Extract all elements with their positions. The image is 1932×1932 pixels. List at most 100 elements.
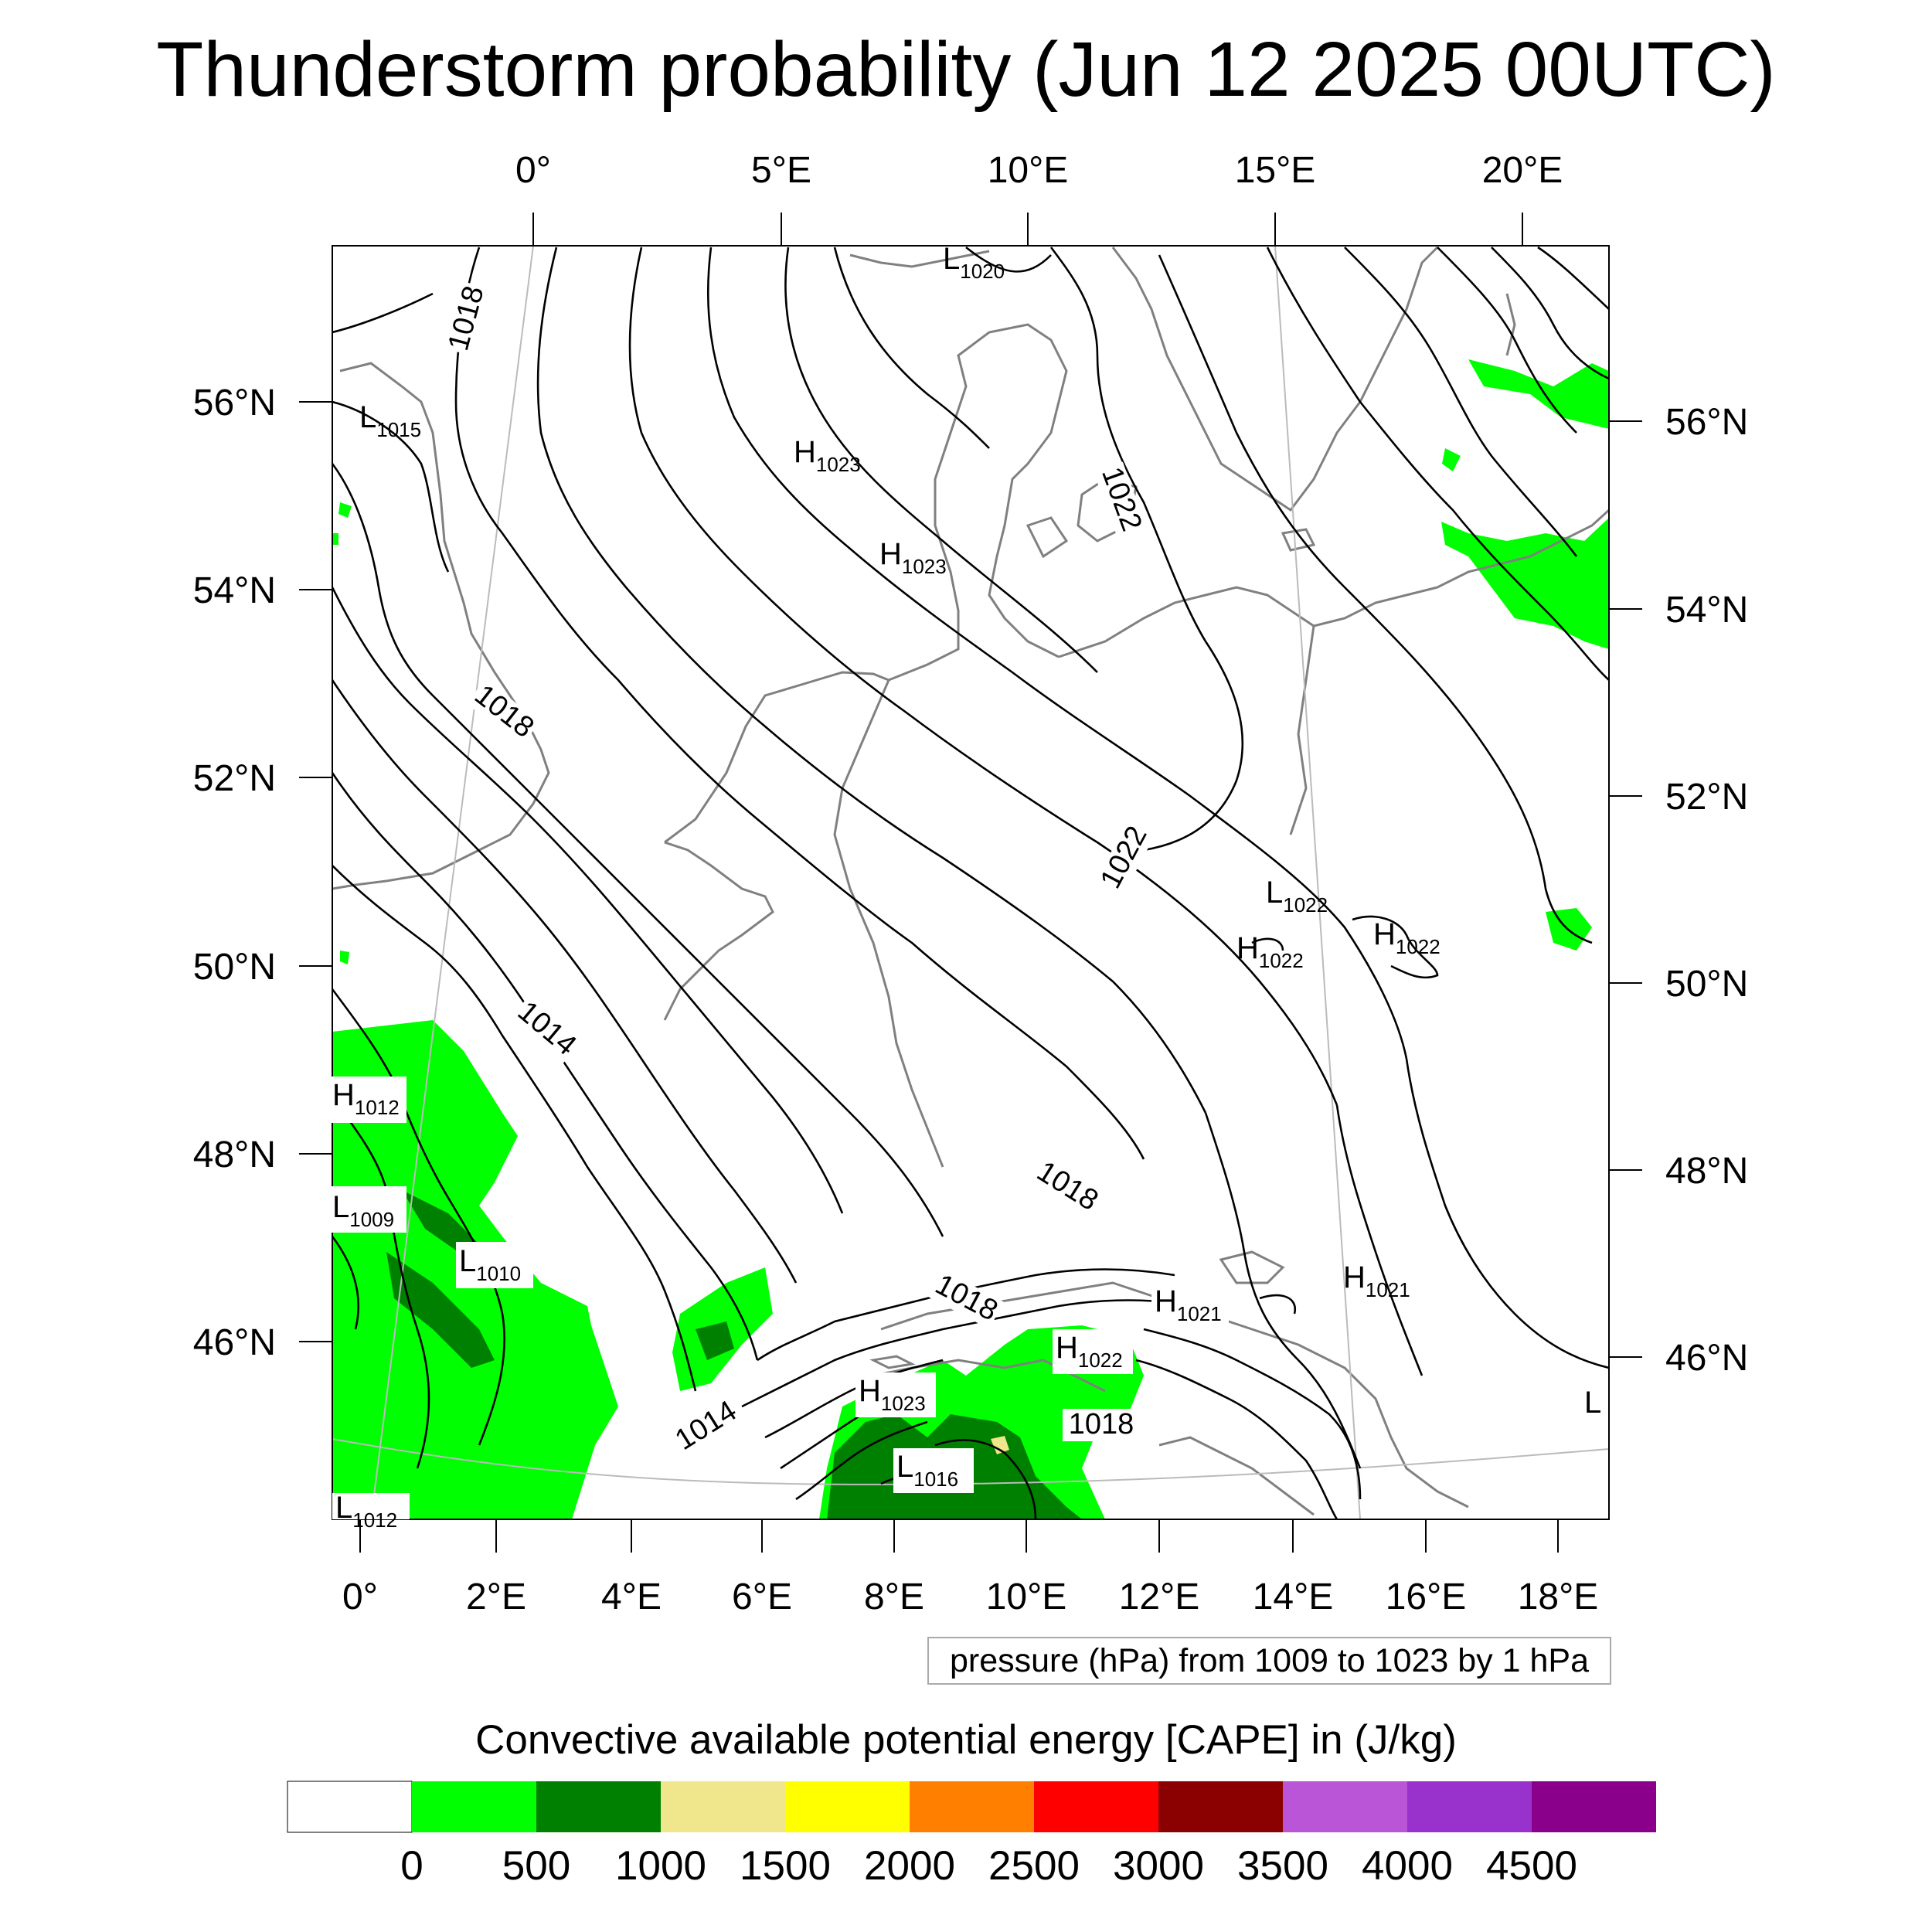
- center-type: H: [332, 1078, 355, 1112]
- isobar-alps-8: [934, 1439, 1037, 1519]
- isobar-25: [1204, 1112, 1362, 1469]
- right-lat-label: 50°N: [1665, 964, 1748, 1005]
- bottom-lon-label: 14°E: [1253, 1577, 1334, 1617]
- isobar-alps-2: [741, 1299, 1199, 1408]
- center-type: L: [1584, 1386, 1601, 1420]
- left-lat-label: 56°N: [193, 383, 276, 423]
- svg-text:L1010: L1010: [459, 1244, 521, 1285]
- svg-text:L1015: L1015: [359, 400, 421, 441]
- legend-title: Convective available potential energy [C…: [475, 1717, 1457, 1763]
- isobar-1: [332, 292, 434, 334]
- pressure-center-l-1020: L1020: [943, 242, 1005, 283]
- colorbar-label: 0: [400, 1843, 423, 1889]
- left-lat-label: 50°N: [193, 947, 276, 988]
- svg-text:H1021: H1021: [1155, 1284, 1222, 1325]
- left-lat-label: 48°N: [193, 1134, 276, 1175]
- center-value: 1021: [1366, 1278, 1410, 1301]
- pressure-center-h-1023: H1023: [794, 435, 861, 476]
- coast-gotland: [1505, 293, 1516, 356]
- center-value: 1022: [1283, 893, 1328, 917]
- center-type: H: [1155, 1284, 1177, 1318]
- isobar-12: [1266, 247, 1609, 681]
- center-value: 1010: [476, 1262, 521, 1285]
- svg-text:L1022: L1022: [1266, 876, 1328, 917]
- isobar-alps-3: [764, 1359, 944, 1439]
- isobar-closed-1: [1251, 937, 1284, 951]
- isobar-5: [628, 247, 1338, 1106]
- svg-text:H1023: H1023: [794, 435, 861, 476]
- center-value: 1021: [1177, 1302, 1222, 1325]
- isobar-23: [332, 1097, 430, 1469]
- pressure-center-h-1022-b: H1022: [1373, 917, 1440, 958]
- colorbar-swatch: [910, 1781, 1034, 1832]
- top-lon-label: 10°E: [988, 150, 1069, 191]
- left-lat-label: 52°N: [193, 758, 276, 799]
- colorbar-swatch: [1407, 1781, 1532, 1832]
- cape-area-small-1: [338, 502, 352, 518]
- colorbar-label: 1500: [740, 1843, 831, 1889]
- center-value: 1009: [349, 1208, 394, 1231]
- colorbar-swatch: [1158, 1781, 1283, 1832]
- right-lat-label: 46°N: [1665, 1338, 1748, 1379]
- pressure-center-l-1015: L1015: [359, 400, 421, 441]
- svg-text:H1012: H1012: [332, 1078, 400, 1119]
- bottom-lon-labels: 0° 2°E 4°E 6°E 8°E 10°E 12°E 14°E 16°E 1…: [342, 1577, 1598, 1617]
- svg-text:H1023: H1023: [859, 1374, 926, 1415]
- colorbar-swatch: [1532, 1781, 1656, 1832]
- isobar-8: [833, 247, 990, 449]
- center-type: L: [359, 400, 376, 434]
- isobar-9: [965, 246, 1052, 273]
- svg-text:H1023: H1023: [879, 537, 947, 578]
- svg-text:L1020: L1020: [943, 242, 1005, 283]
- bottom-lon-label: 10°E: [986, 1577, 1067, 1617]
- left-lat-label: 54°N: [193, 570, 276, 611]
- pressure-center-l-edge: L: [1584, 1386, 1601, 1420]
- center-type: H: [1056, 1331, 1078, 1365]
- border-germany-poland: [1289, 625, 1315, 835]
- isobar-alps-7: [1135, 1359, 1338, 1519]
- lake-geneva: [869, 1355, 916, 1369]
- isobar-11: [1158, 254, 1593, 944]
- isobar-3: [454, 247, 1145, 1160]
- colorbar-label: 500: [502, 1843, 570, 1889]
- center-value: 1012: [352, 1509, 397, 1532]
- isobar-13: [1344, 247, 1578, 557]
- center-type: L: [943, 242, 960, 276]
- meridian-15e: [1274, 246, 1361, 1519]
- cape-area-baltic-1: [1468, 359, 1609, 429]
- map-title: Thunderstorm probability (Jun 12 2025 00…: [156, 26, 1776, 113]
- right-lat-labels: 56°N 54°N 52°N 50°N 48°N 46°N: [1665, 402, 1748, 1379]
- contour-info-box: pressure (hPa) from 1009 to 1023 by 1 hP…: [927, 1637, 1611, 1685]
- pressure-center-l-1009: L1009: [329, 1186, 406, 1233]
- coast-lake-1: [1219, 1250, 1285, 1284]
- center-value: 1023: [902, 555, 947, 578]
- colorbar-swatch: [287, 1781, 413, 1833]
- bottom-lon-label: 18°E: [1518, 1577, 1599, 1617]
- colorbar-swatch: [412, 1781, 536, 1832]
- center-type: L: [896, 1450, 913, 1484]
- colorbar-labels: 0 500 1000 1500 2000 2500 3000 3500 4000…: [400, 1843, 1577, 1889]
- cape-area-small-2: [340, 951, 349, 964]
- isobar-20: [332, 772, 759, 1361]
- colorbar-swatch: [1034, 1781, 1158, 1832]
- colorbar-label: 3000: [1113, 1843, 1204, 1889]
- bottom-lon-label: 6°E: [732, 1577, 792, 1617]
- colorbar-label: 4500: [1486, 1843, 1577, 1889]
- top-lon-labels: 0° 5°E 10°E 15°E 20°E: [515, 150, 1563, 191]
- cape-colorbar: [287, 1781, 1656, 1833]
- center-value: 1015: [376, 418, 421, 441]
- cape-area-west-2: [402, 1283, 603, 1519]
- pressure-center-h-1012: H1012: [329, 1077, 406, 1123]
- right-lat-label: 54°N: [1665, 590, 1748, 631]
- cape-area-west-edge: [332, 533, 338, 545]
- center-value: 1023: [816, 453, 861, 476]
- svg-text:H1022: H1022: [1373, 917, 1440, 958]
- center-value: 1016: [913, 1468, 958, 1491]
- colorbar-swatch: [785, 1781, 910, 1832]
- isobar-alps-6: [1143, 1328, 1362, 1500]
- cape-area-baltic-3: [1442, 448, 1461, 471]
- coast-jutland: [888, 323, 1068, 682]
- pressure-centers: L1020 L1015 H1023 H1023 L1022 H1022 H102…: [329, 242, 1601, 1532]
- map-frame: [332, 245, 1610, 1520]
